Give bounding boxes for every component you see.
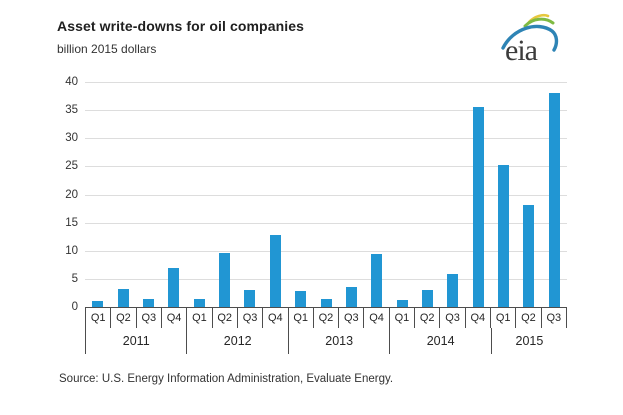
bar-2014-Q2 <box>421 289 433 307</box>
year-label-2011: 2011 <box>85 328 186 354</box>
year-label-2015: 2015 <box>490 328 567 354</box>
bar-2013-Q3 <box>345 286 357 307</box>
gridline-5 <box>85 278 567 280</box>
bar-2011-Q1 <box>92 301 104 307</box>
y-axis: 0 5 10 15 20 25 30 35 40 <box>38 76 78 313</box>
bar-2012-Q3 <box>244 290 256 307</box>
bar-2015-Q2 <box>523 205 535 307</box>
x-tick-2013-Q3: Q3 <box>338 308 363 328</box>
y-tick-label-35: 35 <box>65 104 78 117</box>
bar-2014-Q3 <box>447 274 459 307</box>
x-tick-2014-Q2: Q2 <box>414 308 439 328</box>
bar-2013-Q4 <box>371 254 383 307</box>
year-label-2012: 2012 <box>186 328 287 354</box>
bar-2013-Q1 <box>295 290 307 307</box>
x-tick-2013-Q2: Q2 <box>312 308 338 328</box>
year-label-2014: 2014 <box>389 328 490 354</box>
bar-2012-Q1 <box>193 299 205 307</box>
x-axis: Q1 Q2 Q3 Q4 Q1 Q2 Q3 Q4 Q1 Q2 Q3 Q4 Q1 Q2 Q3 Q4 Q1 Q2 Q3 2… <box>85 307 567 354</box>
bar-2012-Q4 <box>269 235 281 307</box>
bar-2014-Q1 <box>396 300 408 307</box>
y-tick-label-20: 20 <box>65 188 78 201</box>
gridline-30 <box>85 138 567 140</box>
x-tick-2014-Q3: Q3 <box>439 308 464 328</box>
bar-2014-Q4 <box>472 106 484 307</box>
x-tick-2011-Q1: Q1 <box>85 308 110 328</box>
x-tick-2015-Q3: Q3 <box>540 308 567 328</box>
x-tick-2012-Q1: Q1 <box>186 308 211 328</box>
bar-2013-Q2 <box>320 299 332 307</box>
x-tick-2013-Q4: Q4 <box>363 308 388 328</box>
gridline-40 <box>85 82 567 83</box>
bar-2015-Q1 <box>498 164 510 307</box>
logo-green-swoosh <box>523 17 555 28</box>
quarter-label-row: Q1 Q2 Q3 Q4 Q1 Q2 Q3 Q4 Q1 Q2 Q3 Q4 Q1 Q2 Q3 Q4 Q1 Q2 Q3 <box>85 307 567 328</box>
year-label-row: 2011 2012 2013 2014 2015 <box>85 328 567 354</box>
logo-blue-swoosh <box>501 24 559 52</box>
plot-area <box>85 82 567 307</box>
y-tick-label-40: 40 <box>65 76 78 88</box>
y-tick-label-30: 30 <box>65 132 78 145</box>
gridline-20 <box>85 194 567 196</box>
gridline-10 <box>85 250 567 252</box>
x-tick-2015-Q1: Q1 <box>490 308 515 328</box>
y-tick-label-10: 10 <box>65 244 78 257</box>
x-tick-2011-Q4: Q4 <box>160 308 186 328</box>
y-tick-label-5: 5 <box>71 272 78 285</box>
x-tick-2015-Q2: Q2 <box>515 308 540 328</box>
chart-units-label: billion 2015 dollars <box>57 42 157 56</box>
x-tick-2012-Q2: Q2 <box>211 308 237 328</box>
x-tick-2014-Q4: Q4 <box>464 308 490 328</box>
gridline-25 <box>85 166 567 168</box>
y-tick-label-0: 0 <box>71 301 78 313</box>
logo-text: eia <box>505 34 538 67</box>
x-tick-2013-Q1: Q1 <box>287 308 313 328</box>
x-tick-2012-Q4: Q4 <box>262 308 287 328</box>
bar-2011-Q3 <box>142 299 154 307</box>
bar-2015-Q3 <box>548 93 560 307</box>
source-note: Source: U.S. Energy Information Administ… <box>59 373 394 385</box>
bar-2011-Q4 <box>168 267 180 307</box>
gridline-35 <box>85 110 567 112</box>
year-label-2013: 2013 <box>287 328 389 354</box>
bar-2012-Q2 <box>219 253 231 307</box>
x-tick-2011-Q3: Q3 <box>135 308 161 328</box>
gridline-15 <box>85 222 567 224</box>
eia-logo-icon: eia <box>501 13 559 67</box>
y-tick-label-25: 25 <box>65 160 78 173</box>
x-tick-2014-Q1: Q1 <box>388 308 414 328</box>
x-tick-2012-Q3: Q3 <box>236 308 262 328</box>
chart-title: Asset write-downs for oil companies <box>57 18 304 34</box>
y-tick-label-15: 15 <box>65 216 78 229</box>
x-tick-2011-Q2: Q2 <box>110 308 135 328</box>
bar-2011-Q2 <box>117 289 129 307</box>
